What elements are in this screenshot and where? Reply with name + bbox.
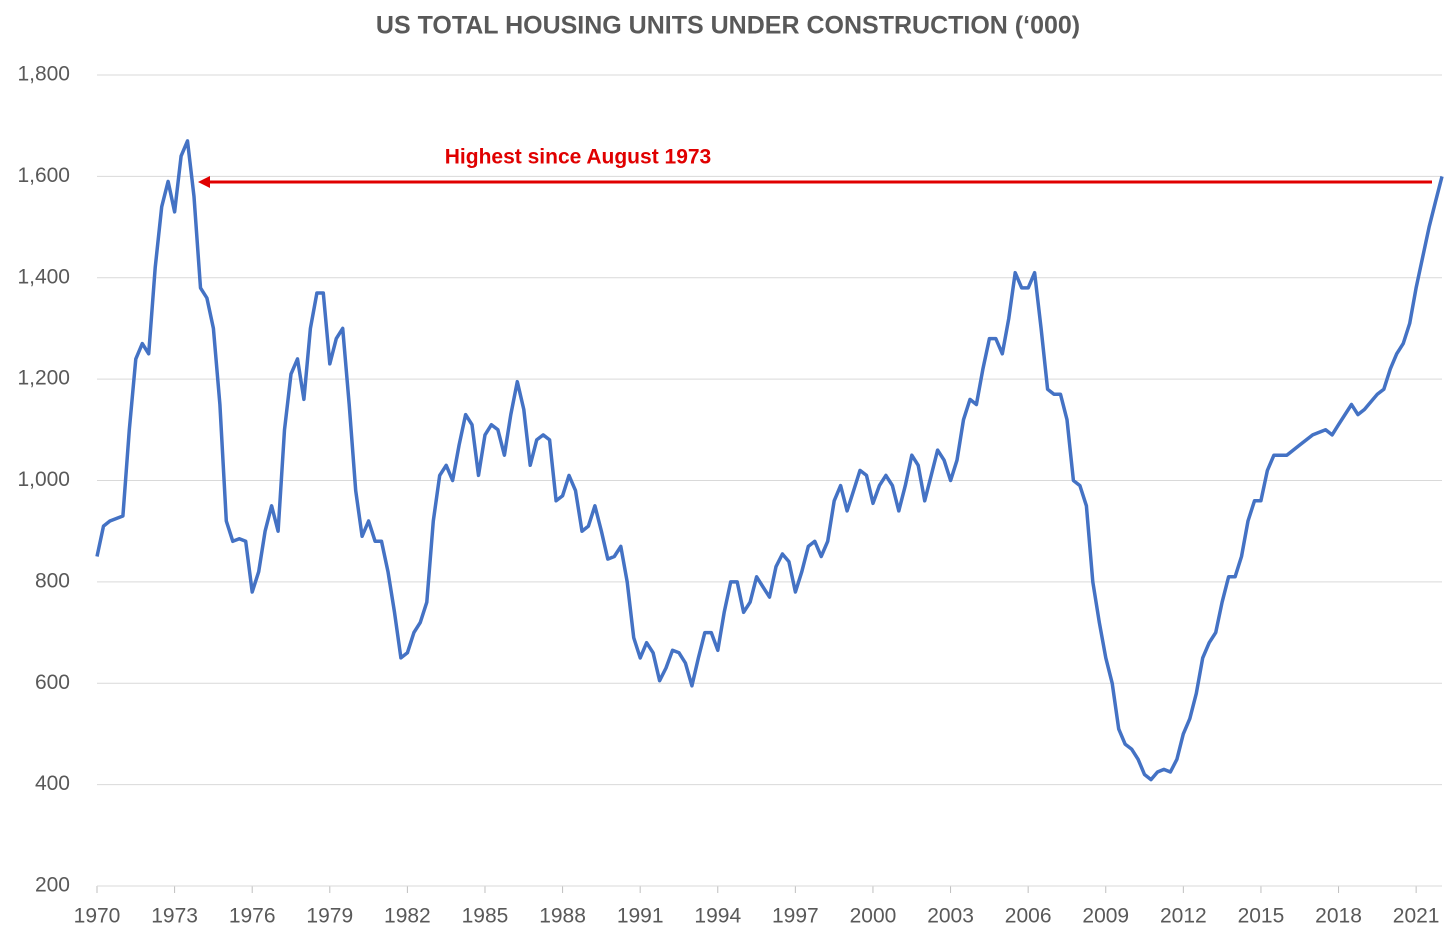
annotation: Highest since August 1973 bbox=[445, 146, 711, 169]
x-tick-label: 2003 bbox=[927, 905, 974, 928]
x-tick-label: 1997 bbox=[772, 905, 819, 928]
x-tick-label: 1982 bbox=[384, 905, 431, 928]
x-tick-label: 1973 bbox=[151, 905, 198, 928]
y-tick-label: 400 bbox=[35, 772, 70, 795]
y-tick-label: 1,200 bbox=[17, 367, 70, 390]
y-tick-label: 1,600 bbox=[17, 164, 70, 187]
y-tick-label: 1,000 bbox=[17, 468, 70, 491]
x-tick-label: 2000 bbox=[850, 905, 897, 928]
x-tick-label: 2018 bbox=[1315, 905, 1362, 928]
x-tick-label: 1994 bbox=[694, 905, 741, 928]
arrow-head bbox=[198, 176, 210, 188]
chart-title: US TOTAL HOUSING UNITS UNDER CONSTRUCTIO… bbox=[376, 12, 1080, 40]
y-tick-label: 1,400 bbox=[17, 265, 70, 288]
x-tick-label: 1985 bbox=[462, 905, 509, 928]
x-tick-label: 1970 bbox=[74, 905, 121, 928]
x-tick-label: 1988 bbox=[539, 905, 586, 928]
x-tick-label: 1976 bbox=[229, 905, 276, 928]
x-tick-label: 1979 bbox=[306, 905, 353, 928]
data-line bbox=[95, 139, 1444, 782]
y-tick-label: 800 bbox=[35, 569, 70, 592]
x-tick-label: 2015 bbox=[1238, 905, 1285, 928]
y-tick-label: 200 bbox=[35, 874, 70, 897]
x-tick-label: 1991 bbox=[617, 905, 664, 928]
y-tick-label: 600 bbox=[35, 671, 70, 694]
x-tick-label: 2021 bbox=[1393, 905, 1440, 928]
x-tick-label: 2012 bbox=[1160, 905, 1207, 928]
y-tick-label: 1,800 bbox=[17, 63, 70, 86]
x-tick-label: 2006 bbox=[1005, 905, 1052, 928]
x-tick-label: 2009 bbox=[1082, 905, 1129, 928]
